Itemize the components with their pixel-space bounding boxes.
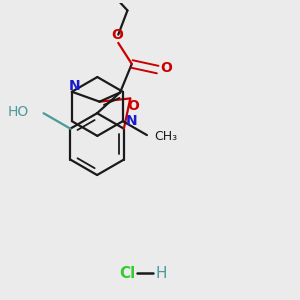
Text: N: N bbox=[69, 79, 81, 93]
Text: CH₃: CH₃ bbox=[154, 130, 177, 143]
Text: HO: HO bbox=[8, 105, 29, 119]
Text: Cl: Cl bbox=[119, 266, 135, 281]
Text: N: N bbox=[126, 114, 137, 128]
Text: H: H bbox=[156, 266, 167, 281]
Text: O: O bbox=[111, 28, 123, 42]
Text: O: O bbox=[160, 61, 172, 75]
Text: O: O bbox=[127, 99, 139, 113]
